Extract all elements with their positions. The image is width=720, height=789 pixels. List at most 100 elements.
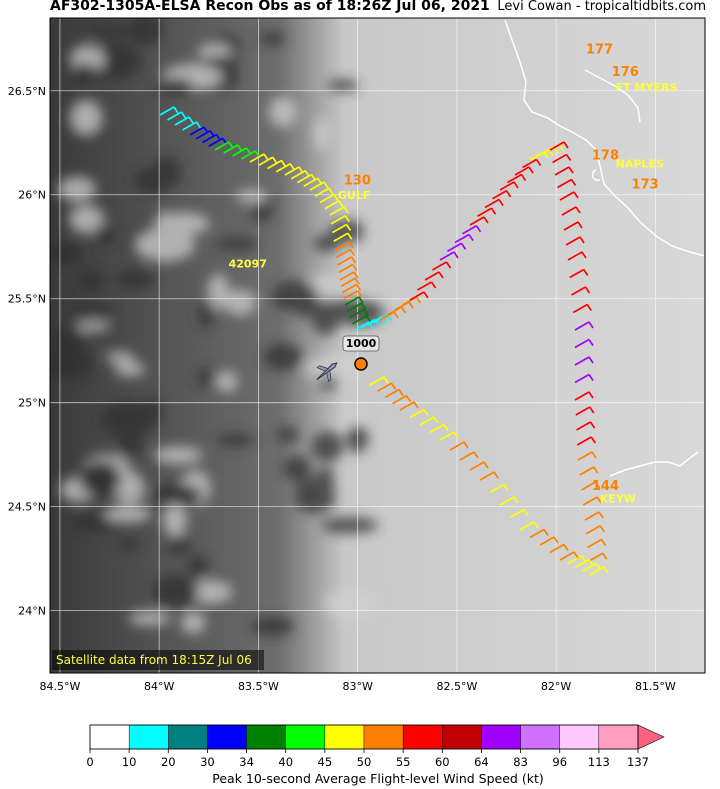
colorbar-tick-label: 60 bbox=[435, 755, 450, 769]
station-label: GULF bbox=[338, 189, 370, 202]
pressure-label: 144 bbox=[592, 479, 619, 494]
wind-barb bbox=[594, 481, 601, 489]
wind-barb bbox=[214, 141, 230, 151]
wind-barb bbox=[400, 306, 407, 314]
colorbar-label: Peak 10-second Average Flight-level Wind… bbox=[212, 771, 543, 786]
wind-barb bbox=[603, 566, 609, 574]
wind-barb bbox=[572, 303, 588, 314]
wind-barb bbox=[535, 159, 542, 166]
wind-barb bbox=[337, 256, 352, 266]
wind-barb bbox=[573, 551, 579, 559]
wind-barb bbox=[373, 313, 389, 324]
colorbar-segment bbox=[481, 724, 521, 750]
wind-barb bbox=[339, 271, 355, 281]
satellite-note: Satellite data from 18:15Z Jul 06 bbox=[56, 653, 252, 667]
wind-barb bbox=[584, 511, 600, 521]
cloud-texture bbox=[75, 321, 110, 332]
cloud-texture bbox=[187, 554, 209, 579]
wind-barb bbox=[342, 283, 357, 294]
colorbar-tick-label: 64 bbox=[474, 755, 489, 769]
wind-barb bbox=[289, 163, 295, 171]
wind-barb bbox=[580, 555, 587, 563]
cloud-texture bbox=[101, 401, 157, 438]
lat-tick-label: 24°N bbox=[18, 605, 46, 618]
colorbar-segment bbox=[402, 724, 443, 750]
cloud-texture bbox=[154, 77, 194, 95]
wind-barb bbox=[323, 181, 329, 189]
cloud-texture bbox=[157, 212, 210, 236]
wind-barb bbox=[384, 388, 400, 399]
cloud-texture bbox=[87, 24, 132, 37]
latitude-tick-labels: 26.5°N 26°N 25.5°N 25°N 24.5°N 24°N bbox=[8, 85, 46, 618]
cloud-texture bbox=[323, 589, 378, 621]
wind-barb bbox=[589, 421, 596, 429]
wind-barb bbox=[582, 496, 598, 506]
wind-barb bbox=[343, 290, 359, 300]
gridlines bbox=[50, 18, 705, 673]
wind-barb bbox=[159, 106, 175, 116]
wind-barb bbox=[360, 318, 376, 329]
wind-barb bbox=[413, 401, 419, 409]
cloud-texture bbox=[251, 616, 295, 636]
cloud-texture bbox=[163, 504, 187, 537]
lon-tick-label: 82.5°W bbox=[436, 680, 477, 693]
wind-barb bbox=[449, 441, 465, 451]
wind-barb bbox=[383, 376, 389, 384]
wind-barb bbox=[483, 461, 489, 469]
cloud-texture bbox=[152, 483, 203, 508]
wind-barb bbox=[475, 225, 482, 233]
station-label: KEYW bbox=[600, 492, 636, 505]
wind-barb bbox=[499, 181, 515, 191]
wind-barb bbox=[365, 315, 372, 323]
wind-barb bbox=[377, 382, 392, 392]
wind-barb bbox=[533, 521, 539, 529]
wind-barb bbox=[344, 296, 360, 306]
colorbar-tick-label: 30 bbox=[200, 755, 215, 769]
center-pressure-label: 1000 bbox=[346, 337, 377, 350]
colorbar-tick-label: 20 bbox=[161, 755, 176, 769]
wind-barb bbox=[549, 543, 565, 554]
wind-barb bbox=[543, 529, 549, 536]
wind-barb bbox=[393, 311, 399, 319]
cloud-texture bbox=[78, 270, 105, 292]
storm-center[interactable]: 1000 bbox=[342, 335, 380, 371]
wind-barb bbox=[575, 206, 581, 214]
lat-tick-label: 24.5°N bbox=[8, 501, 46, 514]
wind-barb bbox=[588, 356, 594, 364]
wind-barb bbox=[575, 406, 591, 416]
center-marker-icon bbox=[354, 357, 368, 371]
wind-barb bbox=[343, 206, 349, 214]
wind-barb bbox=[570, 179, 577, 186]
wind-barb bbox=[513, 181, 519, 189]
pressure-label: 177 bbox=[586, 42, 613, 57]
cloud-texture bbox=[114, 362, 146, 377]
cloud-texture bbox=[93, 224, 115, 244]
coastline bbox=[504, 19, 705, 477]
cloud-texture bbox=[215, 237, 259, 251]
wind-barb bbox=[579, 236, 585, 244]
colorbar-segment bbox=[89, 724, 130, 750]
wind-barb bbox=[232, 147, 247, 157]
wind-barb bbox=[350, 256, 357, 264]
wind-barb bbox=[430, 281, 437, 289]
wind-barb bbox=[355, 284, 362, 291]
station-label: NAPLES bbox=[616, 158, 664, 171]
wind-barb bbox=[338, 200, 344, 208]
lon-tick-label: 83°W bbox=[342, 680, 372, 693]
pressure-labels: 130 177 176 178 173 144 bbox=[344, 42, 659, 494]
wind-barb bbox=[263, 153, 269, 161]
wind-barb bbox=[581, 481, 596, 491]
cloud-texture bbox=[318, 375, 339, 390]
wind-barb bbox=[574, 558, 590, 569]
wind-barb bbox=[490, 207, 497, 215]
wind-barb bbox=[409, 408, 425, 419]
wind-barb bbox=[424, 271, 440, 281]
cloud-texture bbox=[328, 219, 365, 244]
colorbar-segment bbox=[520, 724, 560, 750]
wind-barb bbox=[523, 509, 529, 516]
wind-barb bbox=[567, 251, 583, 261]
cloud-texture bbox=[263, 343, 303, 371]
cloud-texture bbox=[198, 300, 215, 328]
wind-barb bbox=[334, 241, 350, 251]
